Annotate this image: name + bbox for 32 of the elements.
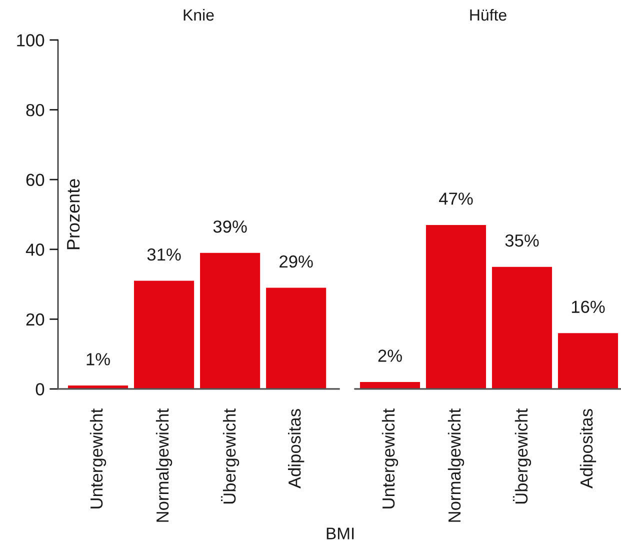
data-label: 16% — [572, 300, 605, 314]
y-tick-label: 80 — [26, 104, 44, 116]
chart-title: Knie — [184, 8, 214, 21]
x-tick-label: Untergewicht — [382, 408, 398, 508]
y-tick-label: 60 — [26, 174, 44, 186]
x-tick-label: Normalgewicht — [156, 408, 172, 522]
x-tick-label: Normalgewicht — [448, 408, 464, 522]
data-label: 39% — [213, 220, 247, 233]
data-label: 1% — [86, 353, 110, 366]
x-tick-label: Adipositas — [580, 409, 596, 488]
bar — [266, 288, 326, 389]
x-tick-label: Übergewicht — [512, 408, 532, 504]
x-tick-label: Adipositas — [288, 409, 304, 488]
data-label: 31% — [147, 248, 181, 261]
x-tick-label: Untergewicht — [90, 408, 106, 508]
y-axis-title: Prozente — [67, 179, 80, 250]
data-label: 2% — [378, 350, 402, 362]
data-label: 29% — [280, 255, 313, 268]
bar — [426, 224, 486, 389]
bar — [134, 280, 194, 389]
y-tick-label: 20 — [26, 313, 44, 326]
chart-title: Hüfte — [470, 8, 506, 21]
y-tick-label: 40 — [26, 244, 44, 256]
y-tick-label: 100 — [17, 34, 44, 46]
data-label: 35% — [505, 234, 539, 247]
x-tick-label: Übergewicht — [220, 408, 240, 504]
data-label: 47% — [439, 192, 473, 205]
bar — [200, 252, 260, 389]
bar — [558, 333, 618, 389]
y-tick-label: 0 — [36, 383, 44, 396]
x-axis-title: BMI — [326, 528, 354, 540]
bar — [492, 266, 552, 389]
